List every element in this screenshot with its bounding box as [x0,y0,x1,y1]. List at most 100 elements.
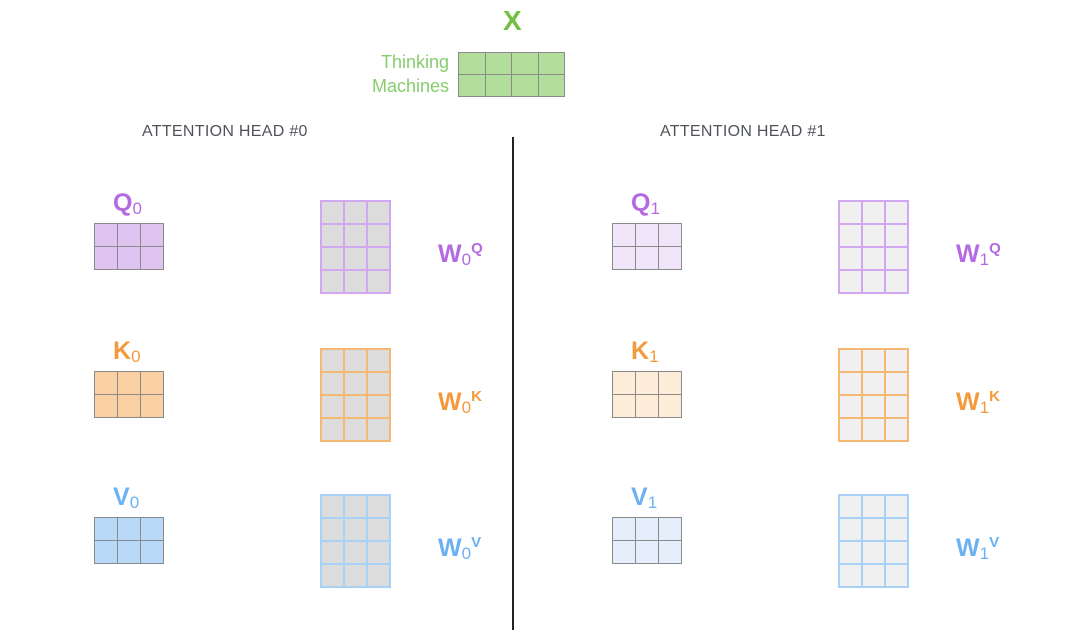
matrix-cell [886,496,907,517]
w1q-label: W1Q [956,240,1001,269]
matrix-cell [95,224,117,246]
matrix-cell [322,202,343,223]
matrix-cell [322,542,343,563]
q0-matrix [94,223,164,270]
input-words: Thinking Machines [330,50,449,98]
v1-matrix [612,517,682,564]
k0-matrix [94,371,164,418]
matrix-cell [368,248,389,269]
input-matrix [458,52,565,97]
matrix-cell [345,225,366,246]
matrix-cell [863,202,884,223]
matrix-cell [95,518,117,540]
matrix-cell [118,518,140,540]
matrix-cell [322,565,343,586]
q0-label: Q0 [113,189,142,218]
matrix-cell [485,75,511,96]
matrix-cell [345,565,366,586]
matrix-cell [840,396,861,417]
attention-head-1-title: ATTENTION HEAD #1 [660,123,826,140]
matrix-cell [636,247,658,269]
w1k-matrix [838,348,909,442]
matrix-cell [636,541,658,563]
matrix-cell [863,271,884,292]
matrix-cell [345,419,366,440]
matrix-cell [863,496,884,517]
matrix-cell [368,565,389,586]
matrix-cell [659,395,681,417]
matrix-cell [368,519,389,540]
matrix-cell [863,225,884,246]
matrix-cell [886,373,907,394]
input-x-label: X [503,5,522,36]
matrix-cell [613,518,635,540]
matrix-cell [368,350,389,371]
matrix-cell [659,518,681,540]
matrix-cell [95,541,117,563]
q1-label: Q1 [631,189,660,218]
w0v-label: W0V [438,534,482,563]
matrix-cell [636,224,658,246]
matrix-cell [840,271,861,292]
matrix-cell [345,271,366,292]
w0k-label: W0K [438,388,482,417]
matrix-cell [141,518,163,540]
matrix-cell [322,496,343,517]
matrix-cell [95,247,117,269]
matrix-cell [345,202,366,223]
matrix-cell [345,519,366,540]
matrix-cell [886,225,907,246]
matrix-cell [368,396,389,417]
matrix-cell [345,248,366,269]
matrix-cell [368,373,389,394]
matrix-cell [368,419,389,440]
matrix-cell [368,542,389,563]
q1-matrix [612,223,682,270]
matrix-cell [322,225,343,246]
matrix-cell [840,202,861,223]
matrix-cell [345,542,366,563]
matrix-cell [368,271,389,292]
attention-head-0-title: ATTENTION HEAD #0 [142,123,308,140]
matrix-cell [840,496,861,517]
matrix-cell [345,496,366,517]
matrix-cell [141,395,163,417]
matrix-cell [368,225,389,246]
w1k-label: W1K [956,388,1000,417]
matrix-cell [322,419,343,440]
matrix-cell [613,247,635,269]
matrix-cell [840,248,861,269]
matrix-cell [840,225,861,246]
matrix-cell [886,396,907,417]
matrix-cell [118,541,140,563]
w0q-matrix [320,200,391,294]
matrix-cell [538,53,564,74]
matrix-cell [863,519,884,540]
matrix-cell [863,419,884,440]
matrix-cell [322,519,343,540]
w1v-label: W1V [956,534,1000,563]
matrix-cell [538,75,564,96]
matrix-cell [886,542,907,563]
matrix-cell [118,372,140,394]
matrix-cell [512,53,538,74]
matrix-cell [322,271,343,292]
matrix-cell [459,75,485,96]
w0k-matrix [320,348,391,442]
matrix-cell [863,565,884,586]
matrix-cell [886,350,907,371]
matrix-cell [659,372,681,394]
matrix-cell [322,248,343,269]
matrix-cell [840,542,861,563]
matrix-cell [322,350,343,371]
matrix-cell [886,419,907,440]
matrix-cell [886,519,907,540]
matrix-cell [840,565,861,586]
matrix-cell [95,395,117,417]
word-machines: Machines [371,76,449,96]
matrix-cell [512,75,538,96]
matrix-cell [840,419,861,440]
word-thinking: Thinking [380,52,449,72]
matrix-cell [118,247,140,269]
matrix-cell [613,372,635,394]
